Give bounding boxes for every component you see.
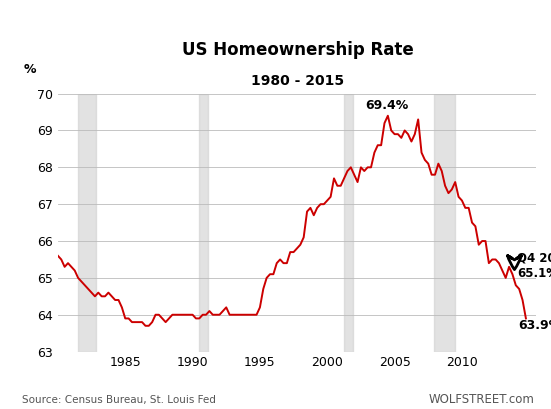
- Text: %: %: [24, 63, 36, 76]
- Bar: [78, 94, 96, 352]
- Text: WOLFSTREET.com: WOLFSTREET.com: [429, 393, 534, 406]
- Bar: [434, 94, 455, 352]
- Text: Q4 2013
65.1%: Q4 2013 65.1%: [517, 252, 551, 280]
- Text: 63.9%: 63.9%: [518, 319, 551, 332]
- Bar: [344, 94, 353, 352]
- Bar: [199, 94, 208, 352]
- Text: 69.4%: 69.4%: [365, 99, 408, 112]
- Text: US Homeownership Rate: US Homeownership Rate: [182, 41, 413, 59]
- Text: Source: Census Bureau, St. Louis Fed: Source: Census Bureau, St. Louis Fed: [22, 395, 216, 405]
- Text: 1980 - 2015: 1980 - 2015: [251, 74, 344, 88]
